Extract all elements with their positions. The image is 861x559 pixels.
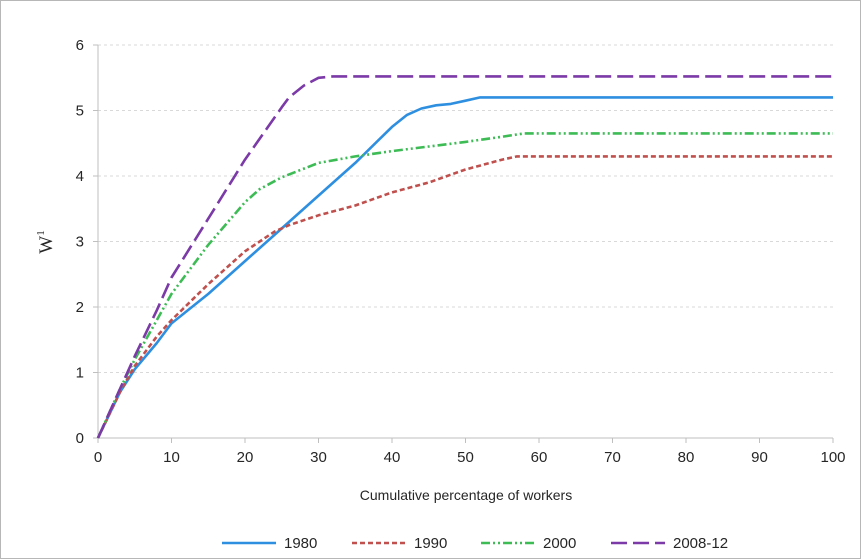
- x-tick-label: 60: [531, 449, 548, 466]
- y-tick-label: 1: [76, 365, 84, 382]
- series-line-1990: [96, 155, 833, 439]
- y-axis-label-superscript: 1: [35, 230, 47, 236]
- axes: [93, 44, 834, 443]
- svg-text:W1: W1: [35, 230, 57, 253]
- y-tick-label: 6: [76, 37, 84, 54]
- y-tick-label: 3: [76, 234, 84, 251]
- x-tick-label: 80: [678, 449, 695, 466]
- legend-label-1990: 1990: [414, 535, 447, 552]
- series-line-2000: [96, 132, 833, 439]
- x-tick-label: 100: [820, 449, 845, 466]
- y-tick-label: 4: [76, 168, 84, 185]
- x-tick-label: 90: [751, 449, 768, 466]
- legend: 1980 1990 2000 2008-12: [222, 535, 728, 552]
- x-tick-label: 20: [237, 449, 254, 466]
- x-tick-label: 30: [310, 449, 327, 466]
- series-line-2008-12: [96, 75, 833, 439]
- x-tick-label: 50: [457, 449, 474, 466]
- series-line-1980: [96, 96, 833, 439]
- x-tick-label: 0: [94, 449, 102, 466]
- y-tick-label: 2: [76, 299, 84, 316]
- gridlines: [98, 44, 833, 373]
- x-tick-label: 70: [604, 449, 621, 466]
- y-tick-label: 5: [76, 103, 84, 120]
- y-axis-label-text: W: [36, 236, 57, 254]
- series-lines: [96, 75, 833, 439]
- x-tick-label: 10: [163, 449, 180, 466]
- x-axis-label: Cumulative percentage of workers: [360, 487, 572, 503]
- legend-label-2008-12: 2008-12: [673, 535, 728, 552]
- y-tick-label: 0: [76, 430, 84, 447]
- x-tick-label: 40: [384, 449, 401, 466]
- legend-label-1980: 1980: [284, 535, 317, 552]
- legend-label-2000: 2000: [543, 535, 576, 552]
- y-axis-label: W1: [35, 230, 57, 253]
